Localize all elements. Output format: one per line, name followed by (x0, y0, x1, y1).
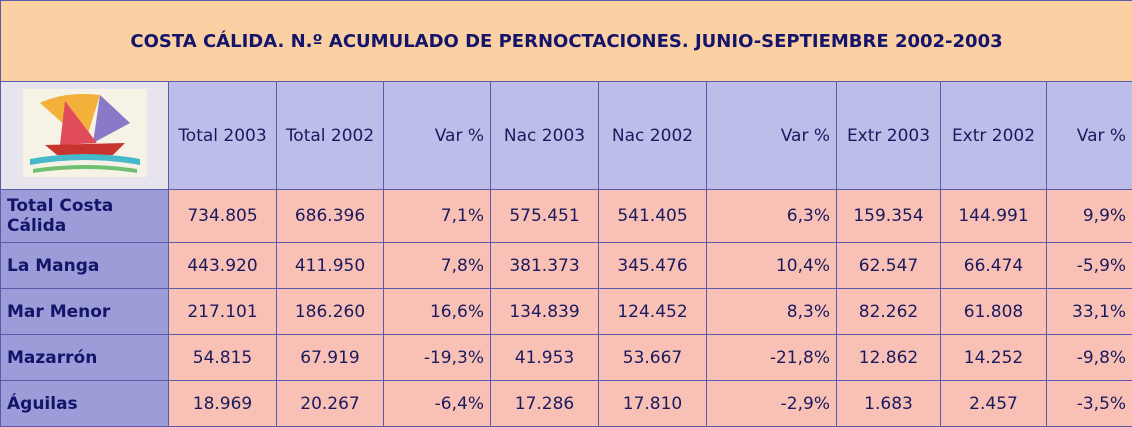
column-header: Var % (707, 82, 837, 190)
table-cell: 1.683 (837, 381, 941, 427)
table-cell: 217.101 (169, 289, 277, 335)
column-header: Nac 2003 (491, 82, 599, 190)
table-cell: 20.267 (277, 381, 384, 427)
table-cell: -6,4% (384, 381, 491, 427)
table-cell: 381.373 (491, 243, 599, 289)
table-cell: -9,8% (1047, 335, 1132, 381)
table-cell: 124.452 (599, 289, 707, 335)
page: COSTA CÁLIDA. N.º ACUMULADO DE PERNOCTAC… (0, 0, 1132, 415)
row-label: Total Costa Cálida (1, 190, 169, 243)
table-cell: 66.474 (941, 243, 1047, 289)
table-cell: -21,8% (707, 335, 837, 381)
table-cell: -5,9% (1047, 243, 1132, 289)
table-cell: 53.667 (599, 335, 707, 381)
column-header: Total 2003 (169, 82, 277, 190)
column-header: Extr 2003 (837, 82, 941, 190)
table-cell: 62.547 (837, 243, 941, 289)
table-cell: 7,8% (384, 243, 491, 289)
column-header: Nac 2002 (599, 82, 707, 190)
table-cell: 10,4% (707, 243, 837, 289)
table-cell: 41.953 (491, 335, 599, 381)
table-cell: 61.808 (941, 289, 1047, 335)
table-cell: 16,6% (384, 289, 491, 335)
column-header: Extr 2002 (941, 82, 1047, 190)
table-cell: -19,3% (384, 335, 491, 381)
table-cell: 734.805 (169, 190, 277, 243)
table-cell: 6,3% (707, 190, 837, 243)
table-cell: 54.815 (169, 335, 277, 381)
table-cell: 159.354 (837, 190, 941, 243)
table-cell: 443.920 (169, 243, 277, 289)
table-cell: 575.451 (491, 190, 599, 243)
table-cell: 411.950 (277, 243, 384, 289)
table-cell: 144.991 (941, 190, 1047, 243)
table-cell: 33,1% (1047, 289, 1132, 335)
table-cell: 18.969 (169, 381, 277, 427)
table-cell: 17.286 (491, 381, 599, 427)
table-cell: -3,5% (1047, 381, 1132, 427)
row-label: Mar Menor (1, 289, 169, 335)
table-cell: 82.262 (837, 289, 941, 335)
logo-icon (5, 83, 165, 183)
table-cell: 17.810 (599, 381, 707, 427)
column-header: Var % (384, 82, 491, 190)
table-title: COSTA CÁLIDA. N.º ACUMULADO DE PERNOCTAC… (1, 1, 1132, 82)
column-header: Var % (1047, 82, 1132, 190)
row-label: Mazarrón (1, 335, 169, 381)
table-cell: 541.405 (599, 190, 707, 243)
table-cell: 67.919 (277, 335, 384, 381)
table-cell: -2,9% (707, 381, 837, 427)
table-cell: 2.457 (941, 381, 1047, 427)
table-cell: 345.476 (599, 243, 707, 289)
row-label: Águilas (1, 381, 169, 427)
table-cell: 14.252 (941, 335, 1047, 381)
column-header: Total 2002 (277, 82, 384, 190)
table-cell: 8,3% (707, 289, 837, 335)
table-cell: 134.839 (491, 289, 599, 335)
table-cell: 12.862 (837, 335, 941, 381)
table-cell: 186.260 (277, 289, 384, 335)
table-cell: 9,9% (1047, 190, 1132, 243)
table-cell: 686.396 (277, 190, 384, 243)
data-table: COSTA CÁLIDA. N.º ACUMULADO DE PERNOCTAC… (0, 0, 1132, 427)
table-cell: 7,1% (384, 190, 491, 243)
row-label: La Manga (1, 243, 169, 289)
logo (1, 82, 169, 190)
